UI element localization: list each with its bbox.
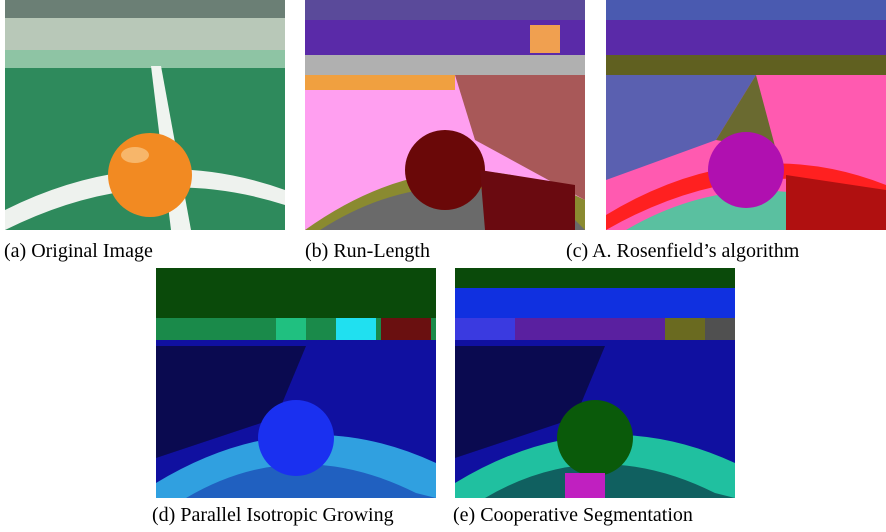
run-length-image — [305, 0, 585, 230]
figure: (a) Original Image (b) Run-Length (c) A.… — [0, 0, 886, 532]
caption: (e) Cooperative Segmentation — [453, 504, 693, 527]
caption: (d) Parallel Isotropic Growing — [152, 504, 394, 527]
original-image — [4, 0, 286, 230]
caption: (c) A. Rosenfield’s algorithm — [566, 240, 799, 263]
cooperative-segmentation-image — [455, 268, 735, 498]
rosenfeld-image — [606, 0, 886, 230]
caption: (a) Original Image — [4, 240, 153, 263]
isotropic-growing-image — [155, 268, 437, 498]
caption: (b) Run-Length — [305, 240, 430, 263]
